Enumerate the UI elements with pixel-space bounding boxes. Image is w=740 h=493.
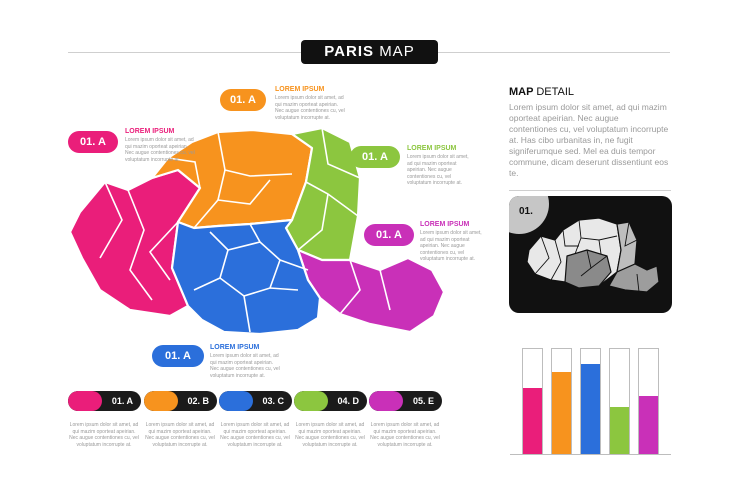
bar-fill-2 [552,372,571,454]
legend-label: 03. C [262,396,284,406]
legend-text: Lorem ipsum dolor sit amet, ad qui mazim… [145,422,215,448]
legend-label: 01. A [111,396,133,406]
map-detail-thumbnail [526,217,660,293]
legend-label: 05. E [412,396,434,406]
callout-badge-west: 01. A [68,131,118,153]
legend-text: Lorem ipsum dolor sit amet, ad qui mazim… [295,422,365,448]
map-detail-heading-bold: MAP [509,86,534,98]
legend-label: 02. B [187,396,209,406]
map-detail-text: Lorem ipsum dolor sit amet, ad qui mazim… [509,102,669,178]
bar-fill-5 [639,396,658,454]
legend-label: 04. D [337,396,359,406]
legend-item-03c: 03. C [219,391,292,411]
district-center-blue [170,218,322,336]
callout-label-east: LOREM IPSUM [420,221,470,228]
callout-label-north: LOREM IPSUM [275,86,325,93]
callout-text-south: Lorem ipsum dolor sit amet, ad qui mazim… [210,353,280,379]
legend-swatch [369,391,403,411]
callout-label-west: LOREM IPSUM [125,128,175,135]
legend-item-05e: 05. E [369,391,442,411]
bar-frame-5 [638,348,659,454]
map-detail-card: 01. [509,196,672,313]
bar-fill-4 [610,406,629,454]
bar-baseline [510,454,671,455]
callout-badge-north: 01. A [220,89,266,111]
paris-district-map [68,126,446,336]
title-bold: PARIS [324,43,375,60]
bar-fill-1 [523,387,542,454]
legend-text: Lorem ipsum dolor sit amet, ad qui mazim… [370,422,440,448]
map-detail-divider [509,190,671,191]
legend-item-01a: 01. A [68,391,141,411]
map-detail-tag: 01. [519,206,533,217]
callout-badge-south: 01. A [152,345,204,367]
callout-badge-east: 01. A [364,224,414,246]
title-light: MAP [379,43,415,60]
page-title: PARIS MAP [301,40,438,64]
bar-fill-3 [581,363,600,454]
legend-swatch [68,391,102,411]
legend-swatch [219,391,253,411]
callout-text-northeast: Lorem ipsum dolor sit amet, ad qui mazim… [407,154,469,186]
bar-frame-3 [580,348,601,454]
callout-text-north: Lorem ipsum dolor sit amet, ad qui mazim… [275,95,345,121]
district-east-magenta [296,248,446,334]
map-detail-heading-light: DETAIL [536,86,575,98]
callout-text-east: Lorem ipsum dolor sit amet, ad qui mazim… [420,230,482,262]
legend-text: Lorem ipsum dolor sit amet, ad qui mazim… [69,422,139,448]
legend-swatch [294,391,328,411]
callout-text-west: Lorem ipsum dolor sit amet, ad qui mazim… [125,137,195,163]
callout-label-northeast: LOREM IPSUM [407,145,457,152]
legend-item-02b: 02. B [144,391,217,411]
district-borders [99,127,391,333]
legend-item-04d: 04. D [294,391,367,411]
map-detail-heading: MAP DETAIL [509,86,574,98]
callout-badge-northeast: 01. A [350,146,400,168]
bar-frame-1 [522,348,543,454]
bar-frame-4 [609,348,630,454]
bar-frame-2 [551,348,572,454]
legend-text: Lorem ipsum dolor sit amet, ad qui mazim… [220,422,290,448]
legend-swatch [144,391,178,411]
callout-label-south: LOREM IPSUM [210,344,260,351]
